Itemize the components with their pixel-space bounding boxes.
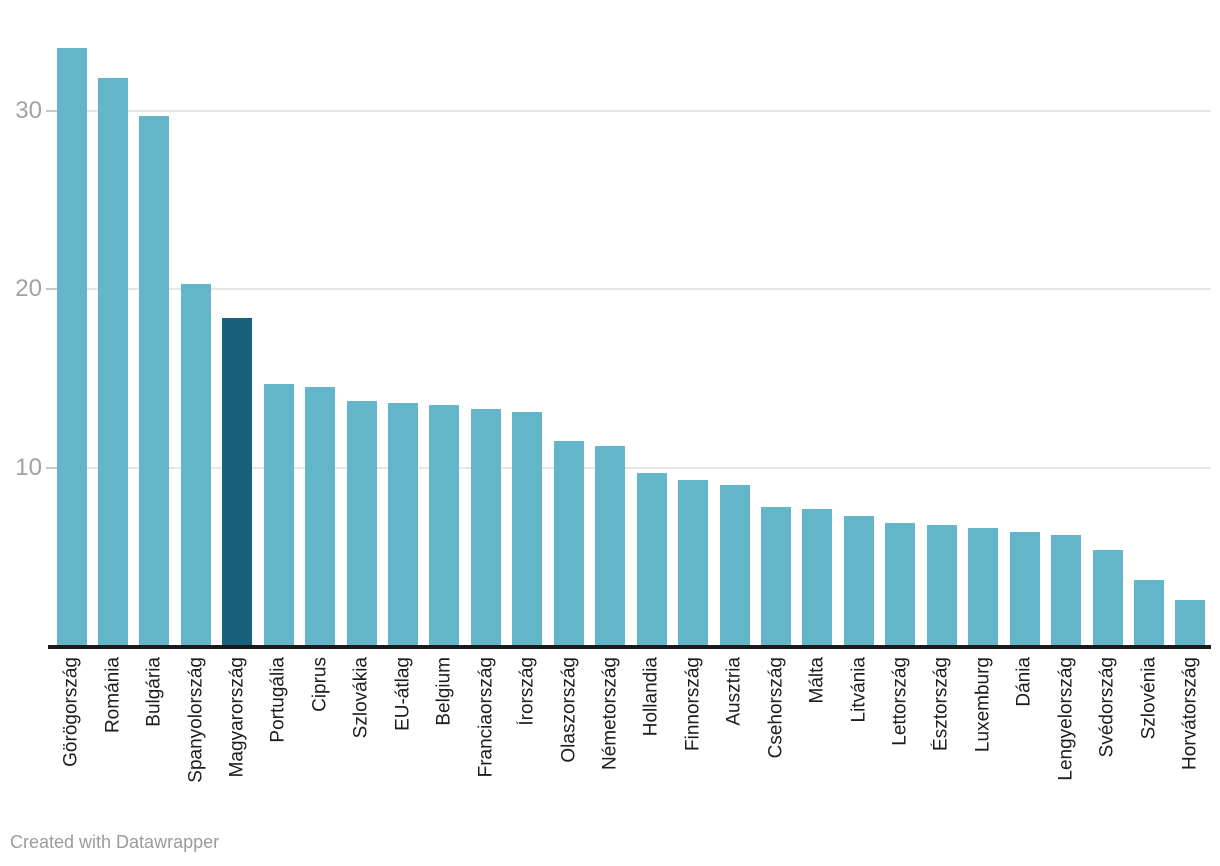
x-label-romania: Románia — [103, 657, 124, 738]
x-label-gorogorszag: Görögország — [61, 657, 82, 772]
bar-esztorszag[interactable] — [927, 525, 957, 646]
x-label-portugalia: Portugália — [268, 657, 289, 748]
x-label-olaszorszag: Olaszország — [559, 657, 580, 768]
x-label-text: Észtország — [930, 657, 952, 751]
gridline-20 — [46, 288, 1211, 290]
y-tick-10 — [46, 467, 59, 469]
x-label-szlovakia: Szlovákia — [351, 657, 372, 743]
x-label-eu-atlag: EU-átlag — [393, 657, 414, 736]
x-label-text: Dánia — [1013, 657, 1035, 707]
x-label-text: Németország — [599, 657, 621, 770]
x-label-bulgaria: Bulgária — [144, 657, 165, 732]
gridline-30 — [46, 110, 1211, 112]
bar-belgium[interactable] — [429, 405, 459, 646]
bar-spanyolorszag[interactable] — [181, 284, 211, 646]
bar-gorogorszag[interactable] — [57, 48, 87, 646]
bar-dania[interactable] — [1010, 532, 1040, 646]
x-label-text: Ausztria — [723, 657, 745, 726]
x-label-text: Horvátország — [1179, 657, 1201, 770]
bar-lengyelorszag[interactable] — [1051, 535, 1081, 646]
bar-finnorszag[interactable] — [678, 480, 708, 646]
x-label-malta: Málta — [807, 657, 828, 708]
bar-magyarorszag[interactable] — [222, 318, 252, 646]
bar-szlovenia[interactable] — [1134, 580, 1164, 646]
bar-svedorszag[interactable] — [1093, 550, 1123, 646]
x-label-nemetorszag: Németország — [600, 657, 621, 775]
x-label-text: Belgium — [433, 657, 455, 726]
bar-ausztria[interactable] — [720, 485, 750, 646]
x-label-text: Görögország — [60, 657, 82, 767]
x-label-esztorszag: Észtország — [931, 657, 952, 756]
x-label-text: Ciprus — [309, 657, 331, 712]
x-label-irorszag: Írország — [517, 657, 538, 731]
gridline-10 — [46, 467, 1211, 469]
x-label-szlovenia: Szlovénia — [1139, 657, 1160, 744]
x-label-text: Svédország — [1096, 657, 1118, 758]
x-label-text: Finnország — [682, 657, 704, 751]
x-label-text: Csehország — [765, 657, 787, 759]
y-tick-label-30: 30 — [15, 97, 42, 124]
x-label-text: Lettország — [889, 657, 911, 746]
x-label-dania: Dánia — [1014, 657, 1035, 712]
x-label-text: Franciaország — [475, 657, 497, 778]
bar-lettorszag[interactable] — [885, 523, 915, 646]
x-label-magyarorszag: Magyarország — [227, 657, 248, 782]
x-axis-line — [48, 645, 1211, 649]
bar-horvatorszag[interactable] — [1175, 600, 1205, 646]
y-tick-label-20: 20 — [15, 275, 42, 302]
bar-luxemburg[interactable] — [968, 528, 998, 646]
x-label-text: Portugália — [267, 657, 289, 743]
x-label-litvania: Litvánia — [849, 657, 870, 728]
x-label-text: Hollandia — [640, 657, 662, 737]
x-label-text: Spanyolország — [185, 657, 207, 783]
bar-romania[interactable] — [98, 78, 128, 646]
x-label-text: Olaszország — [558, 657, 580, 763]
y-tick-30 — [46, 110, 59, 112]
bar-litvania[interactable] — [844, 516, 874, 646]
bar-eu-atlag[interactable] — [388, 403, 418, 646]
x-label-csehorszag: Csehország — [766, 657, 787, 763]
x-label-text: Szlovákia — [350, 657, 372, 739]
bar-portugalia[interactable] — [264, 384, 294, 646]
x-label-hollandia: Hollandia — [641, 657, 662, 741]
x-label-text: Málta — [806, 657, 828, 704]
bar-malta[interactable] — [802, 509, 832, 646]
x-label-luxemburg: Luxemburg — [973, 657, 994, 757]
bar-csehorszag[interactable] — [761, 507, 791, 646]
x-label-text: Magyarország — [226, 657, 248, 778]
x-label-text: Luxemburg — [972, 657, 994, 753]
bar-szlovakia[interactable] — [347, 401, 377, 646]
bar-olaszorszag[interactable] — [554, 441, 584, 646]
x-label-svedorszag: Svédország — [1097, 657, 1118, 762]
bar-irorszag[interactable] — [512, 412, 542, 646]
bar-ciprus[interactable] — [305, 387, 335, 646]
x-label-ciprus: Ciprus — [310, 657, 331, 717]
x-label-text: Románia — [102, 657, 124, 734]
x-label-text: Lengyelország — [1055, 657, 1077, 781]
bar-hollandia[interactable] — [637, 473, 667, 646]
x-label-ausztria: Ausztria — [724, 657, 745, 731]
bar-bulgaria[interactable] — [139, 116, 169, 646]
y-tick-label-10: 10 — [15, 454, 42, 481]
x-label-spanyolorszag: Spanyolország — [186, 657, 207, 788]
x-label-text: Bulgária — [143, 657, 165, 727]
x-label-lettorszag: Lettország — [890, 657, 911, 751]
x-label-text: Szlovénia — [1138, 657, 1160, 740]
x-label-horvatorszag: Horvátország — [1180, 657, 1201, 775]
bar-nemetorszag[interactable] — [595, 446, 625, 646]
x-label-finnorszag: Finnország — [683, 657, 704, 756]
x-label-text: Litvánia — [848, 657, 870, 723]
x-label-belgium: Belgium — [434, 657, 455, 731]
x-label-text: EU-átlag — [392, 657, 414, 731]
datawrapper-attribution-link[interactable]: Created with Datawrapper — [10, 832, 220, 852]
x-label-lengyelorszag: Lengyelország — [1056, 657, 1077, 786]
x-label-text: Írország — [516, 657, 538, 726]
y-tick-20 — [46, 288, 59, 290]
x-label-franciaorszag: Franciaország — [476, 657, 497, 782]
bar-franciaorszag[interactable] — [471, 409, 501, 646]
